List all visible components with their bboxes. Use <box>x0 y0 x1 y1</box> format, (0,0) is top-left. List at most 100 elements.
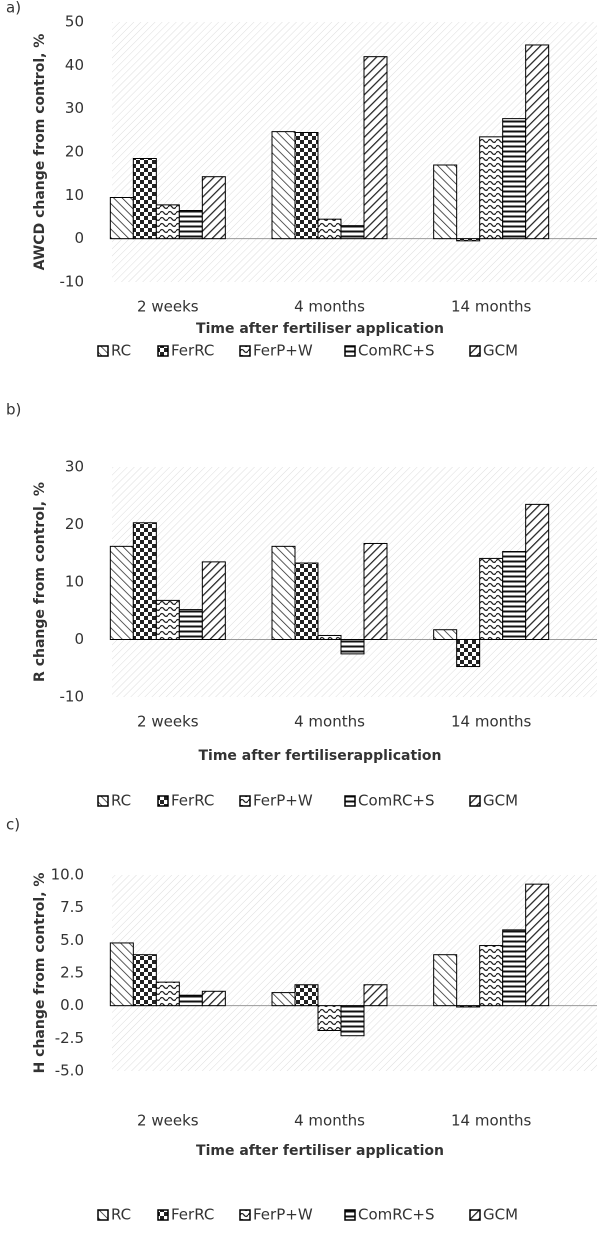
y-tick-label: 0 <box>74 229 84 247</box>
bar <box>271 131 296 240</box>
bar <box>178 609 203 640</box>
bar <box>132 158 157 240</box>
bar <box>317 218 342 240</box>
y-tick-label: 20 <box>65 143 84 161</box>
legend-swatch <box>97 795 109 807</box>
bar <box>201 561 226 640</box>
bar <box>502 551 527 641</box>
legend-label: RC <box>111 342 131 360</box>
panel-label: a) <box>6 0 21 17</box>
y-tick-label: 10.0 <box>51 866 84 884</box>
x-axis-title: Time after fertiliserapplication <box>198 748 441 764</box>
legend-label: RC <box>111 1206 131 1224</box>
legend-swatch <box>344 1209 356 1221</box>
bar <box>502 929 527 1007</box>
legend-swatch <box>469 345 481 357</box>
y-tick-label: 2.5 <box>60 964 84 982</box>
legend-swatch <box>157 345 169 357</box>
legend-label: GCM <box>483 792 518 810</box>
bar <box>340 1005 365 1037</box>
bar <box>433 954 458 1007</box>
y-tick-label: 10 <box>65 573 84 591</box>
bar <box>433 629 458 640</box>
y-tick-label: 30 <box>65 458 84 476</box>
y-tick-label: 5.0 <box>60 931 84 949</box>
bar <box>271 545 296 640</box>
bar <box>525 883 550 1007</box>
bar <box>201 990 226 1007</box>
bar <box>479 136 504 240</box>
bar <box>479 945 504 1007</box>
bar <box>363 984 388 1007</box>
y-axis-title: H change from control, % <box>32 873 48 1074</box>
y-tick-label: 10 <box>65 186 84 204</box>
legend-label: GCM <box>483 1206 518 1224</box>
legend-swatch <box>157 795 169 807</box>
bar <box>294 132 319 240</box>
x-tick-label: 4 months <box>294 1112 365 1130</box>
y-tick-label: 40 <box>65 56 84 74</box>
legend-swatch <box>97 1209 109 1221</box>
bar <box>340 639 365 655</box>
legend-swatch <box>469 795 481 807</box>
x-tick-label: 14 months <box>451 713 532 731</box>
y-axis-title: AWCD change from control, % <box>32 34 48 271</box>
y-tick-label: 30 <box>65 99 84 117</box>
x-tick-label: 14 months <box>451 298 532 316</box>
legend-swatch <box>157 1209 169 1221</box>
x-tick-label: 14 months <box>451 1112 532 1130</box>
x-tick-label: 4 months <box>294 298 365 316</box>
x-axis-title: Time after fertiliser application <box>196 321 444 337</box>
legend-swatch <box>344 795 356 807</box>
bar <box>109 197 134 240</box>
x-tick-label: 2 weeks <box>137 1112 199 1130</box>
legend-label: GCM <box>483 342 518 360</box>
bar <box>340 225 365 240</box>
bar <box>363 542 388 640</box>
bar <box>109 545 134 640</box>
y-tick-label: 0.0 <box>60 996 84 1014</box>
bar <box>479 557 504 640</box>
x-axis-title: Time after fertiliser application <box>196 1143 444 1159</box>
legend-label: FerRC <box>171 792 214 810</box>
y-tick-label: 0 <box>74 630 84 648</box>
y-tick-label: -2.5 <box>55 1029 84 1047</box>
bar <box>155 981 180 1007</box>
bar <box>317 1005 342 1031</box>
x-tick-label: 2 weeks <box>137 298 199 316</box>
bar <box>433 164 458 240</box>
y-axis-title: R change from control, % <box>32 482 48 682</box>
y-tick-label: -10 <box>60 273 85 291</box>
legend-label: RC <box>111 792 131 810</box>
bar <box>317 634 342 640</box>
legend-swatch <box>239 795 251 807</box>
legend-swatch <box>344 345 356 357</box>
bar <box>109 942 134 1007</box>
legend-label: FerP+W <box>253 342 313 360</box>
bar <box>178 210 203 240</box>
legend-label: FerRC <box>171 342 214 360</box>
panel-label: c) <box>6 816 20 834</box>
x-tick-label: 2 weeks <box>137 713 199 731</box>
y-tick-label: 7.5 <box>60 898 84 916</box>
legend-label: FerP+W <box>253 792 313 810</box>
bar <box>294 562 319 641</box>
bar <box>201 176 226 240</box>
bar <box>456 238 481 242</box>
bar <box>525 503 550 640</box>
bar <box>132 522 157 641</box>
legend-swatch <box>239 345 251 357</box>
bar <box>271 992 296 1007</box>
bar <box>525 44 550 240</box>
legend-swatch <box>97 345 109 357</box>
bar <box>502 118 527 240</box>
bar <box>132 954 157 1007</box>
y-tick-label: -10 <box>60 688 85 706</box>
legend-swatch <box>469 1209 481 1221</box>
legend-label: ComRC+S <box>358 792 435 810</box>
legend-label: ComRC+S <box>358 1206 435 1224</box>
y-tick-label: 20 <box>65 515 84 533</box>
y-tick-label: -5.0 <box>55 1062 84 1080</box>
x-tick-label: 4 months <box>294 713 365 731</box>
